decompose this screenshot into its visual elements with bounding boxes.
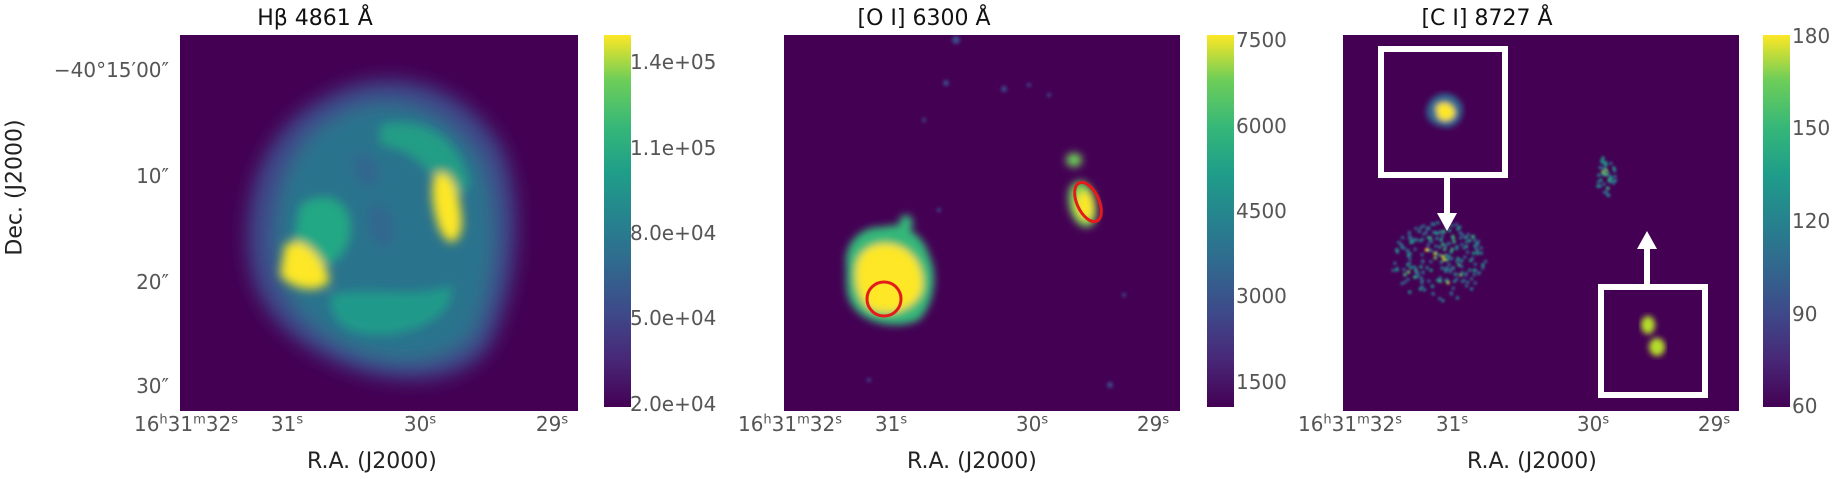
ci-cbar-tick-4: 90: [1792, 302, 1818, 326]
hbeta-map: [180, 35, 578, 411]
x-axis-label-p2: R.A. (J2000): [907, 449, 1037, 474]
x-tick-p2-3: 30s: [1015, 412, 1049, 436]
y-tick-3: 20″: [136, 270, 169, 294]
y-tick-1: −40°15′00″: [53, 58, 169, 82]
ci-map: [1343, 35, 1739, 411]
oi-cbar-tick-4: 3000: [1236, 284, 1287, 308]
hbeta-cbar-tick-5: 2.0e+04: [630, 392, 717, 416]
oi-region-circle: [865, 280, 903, 318]
x-tick-p3-4: 29s: [1697, 412, 1731, 436]
x-tick-p1-4: 29s: [535, 412, 569, 436]
ci-cbar-tick-3: 120: [1792, 209, 1831, 233]
ci-cbar-tick-5: 60: [1792, 394, 1818, 418]
hbeta-cbar-tick-2: 1.1e+05: [630, 136, 717, 160]
panel-title-oi: [O I] 6300 Å: [857, 6, 991, 31]
ci-inset-box-top: [1378, 46, 1508, 178]
oi-region-ellipse: [1073, 180, 1103, 224]
oi-cbar-tick-1: 7500: [1236, 28, 1287, 52]
oi-map: [784, 35, 1180, 411]
x-axis-label-p1: R.A. (J2000): [307, 449, 437, 474]
x-tick-p3-1: 16h31m32s: [1297, 412, 1403, 436]
hbeta-colorbar: [604, 35, 631, 407]
ci-cbar-tick-1: 180: [1792, 24, 1831, 48]
hbeta-cbar-tick-1: 1.4e+05: [630, 50, 717, 74]
x-tick-p3-3: 30s: [1576, 412, 1610, 436]
hbeta-cbar-tick-3: 8.0e+04: [630, 221, 717, 245]
y-axis-label: Dec. (J2000): [2, 119, 28, 256]
x-tick-p1-3: 30s: [403, 412, 437, 436]
x-tick-p2-2: 31s: [874, 412, 908, 436]
ci-colorbar: [1763, 35, 1790, 407]
x-tick-p3-2: 31s: [1435, 412, 1469, 436]
x-axis-label-p3: R.A. (J2000): [1467, 449, 1597, 474]
ci-cbar-tick-2: 150: [1792, 116, 1831, 140]
oi-cbar-tick-3: 4500: [1236, 199, 1287, 223]
y-tick-2: 10″: [136, 164, 169, 188]
panel-title-hbeta: Hβ 4861 Å: [257, 6, 373, 31]
x-tick-p1-2: 31s: [270, 412, 304, 436]
x-tick-p2-1: 16h31m32s: [737, 412, 843, 436]
oi-colorbar: [1207, 35, 1234, 407]
oi-cbar-tick-2: 6000: [1236, 114, 1287, 138]
panel-title-ci: [C I] 8727 Å: [1421, 6, 1553, 31]
y-tick-4: 30″: [136, 374, 169, 398]
oi-cbar-tick-5: 1500: [1236, 370, 1287, 394]
hbeta-cbar-tick-4: 5.0e+04: [630, 306, 717, 330]
x-tick-p1-1: 16h31m32s: [133, 412, 239, 436]
x-tick-p2-4: 29s: [1136, 412, 1170, 436]
